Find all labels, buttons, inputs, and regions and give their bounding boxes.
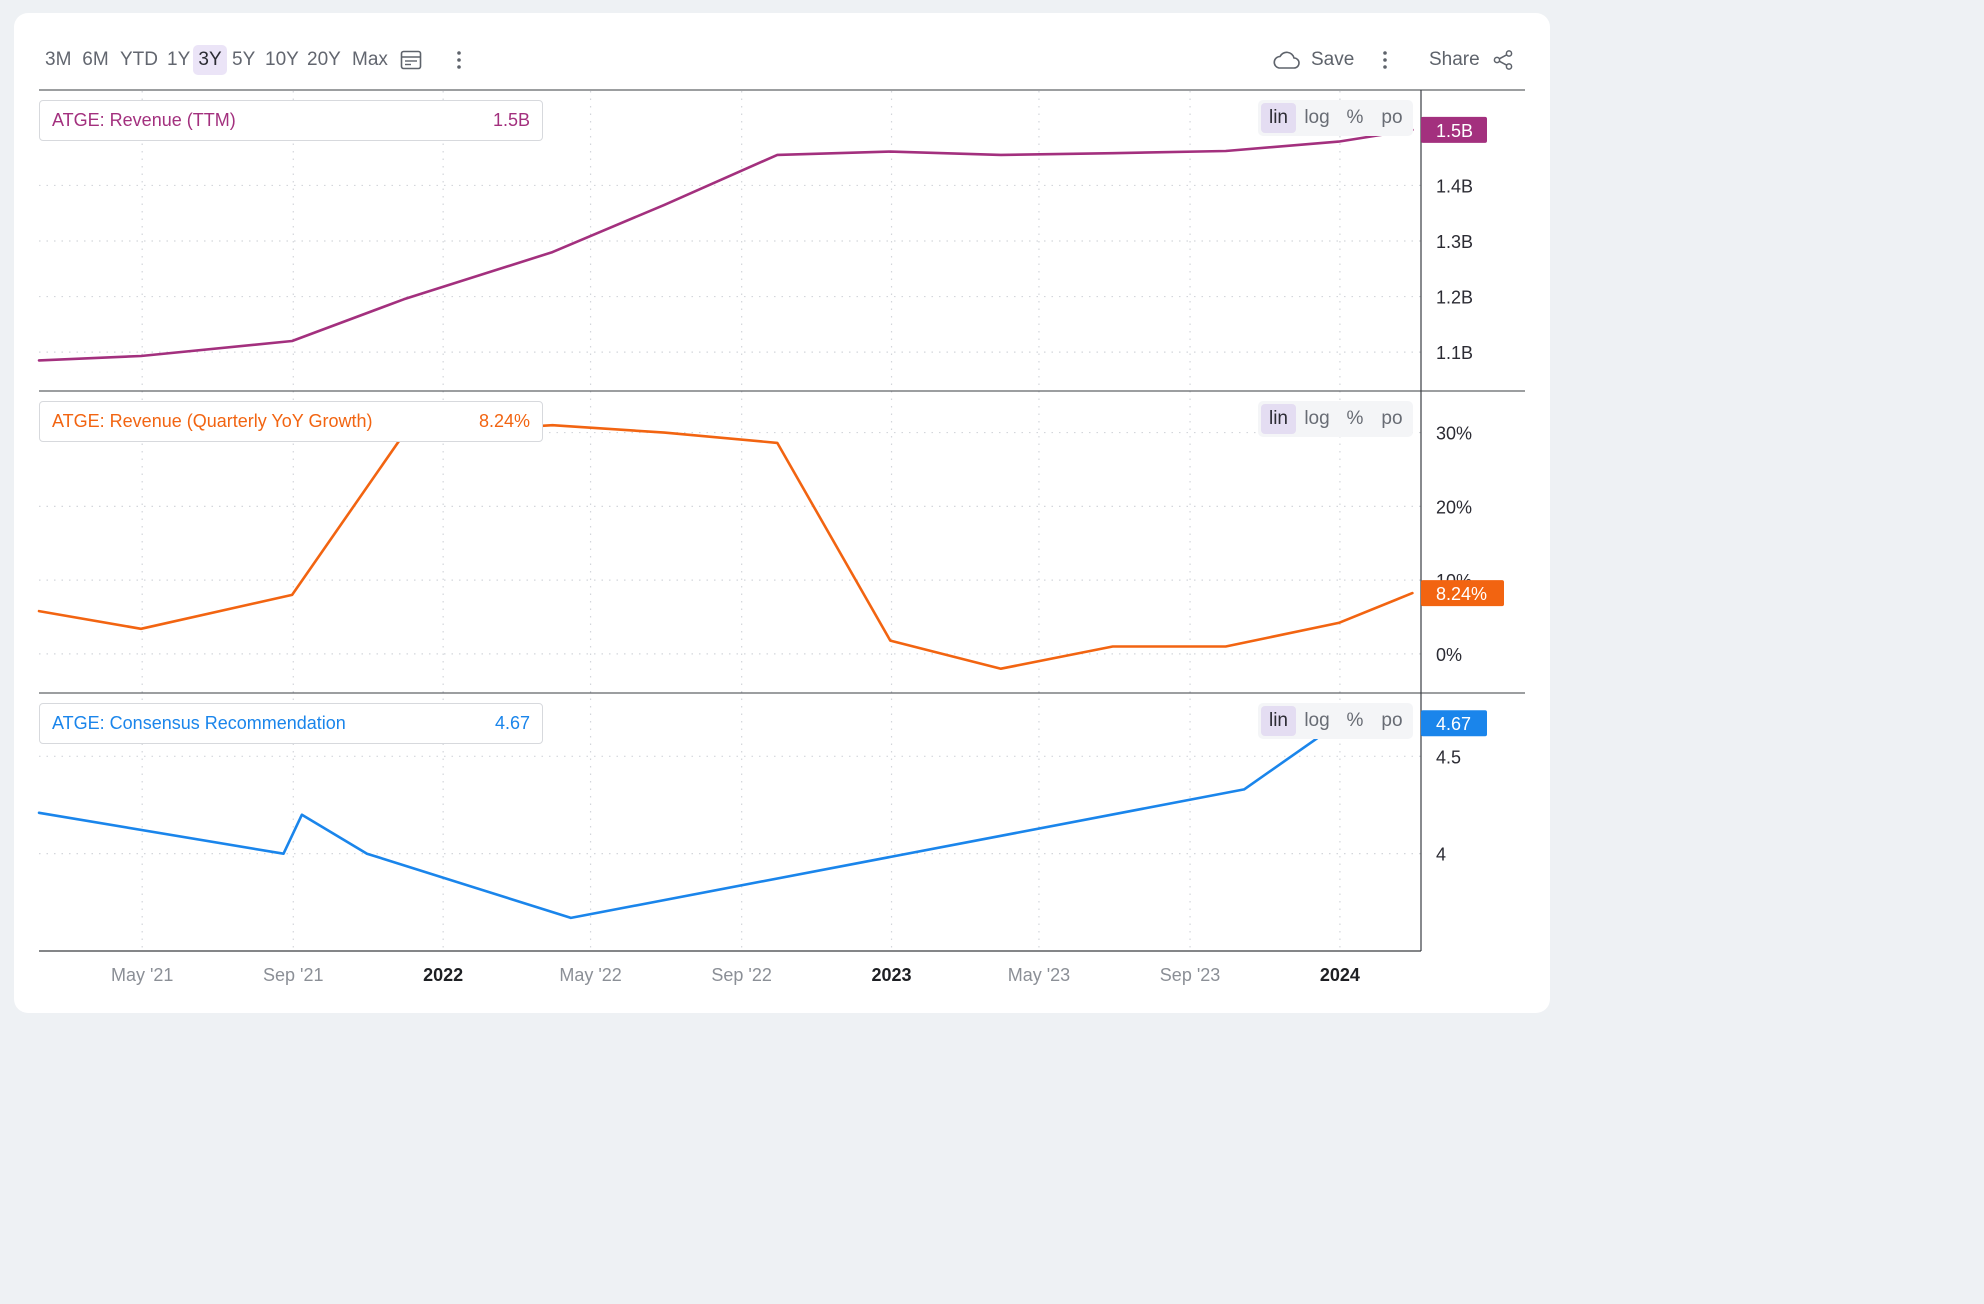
range-20y[interactable]: 20Y xyxy=(307,49,341,70)
calendar-icon[interactable] xyxy=(400,49,422,76)
scale-option-lin[interactable]: lin xyxy=(1261,706,1296,736)
legend-value: 8.24% xyxy=(478,411,530,431)
legend-name: ATGE: Revenue (TTM) xyxy=(52,110,236,130)
series-legend[interactable]: ATGE: Revenue (TTM) 1.5B xyxy=(39,100,543,141)
y-tick-label: 1.2B xyxy=(1436,288,1473,308)
chart-card xyxy=(14,13,1550,1013)
x-tick-label: 2022 xyxy=(423,965,463,985)
scale-toggle-group: lin log% po xyxy=(1258,100,1413,136)
series-line xyxy=(37,423,1414,671)
last-value-badge xyxy=(1421,710,1487,737)
x-tick-label: Sep '21 xyxy=(263,965,324,985)
last-value-badge-text: 4.67 xyxy=(1436,714,1471,734)
y-tick-label: 4.5 xyxy=(1436,747,1461,767)
x-tick-label: 2023 xyxy=(872,965,912,985)
series-legend[interactable]: ATGE: Consensus Recommendation 4.67 xyxy=(39,703,543,744)
legend-value: 4.67 xyxy=(494,713,530,733)
range-1y[interactable]: 1Y xyxy=(167,49,191,70)
chart-area: 1.1B1.2B1.3B1.4B1.5B0%10%20%30%8.24%44.5… xyxy=(37,89,1525,985)
y-tick-label: 1.4B xyxy=(1436,176,1473,196)
scale-toggle-group: lin log% po xyxy=(1258,703,1413,739)
y-tick-label: 30% xyxy=(1436,424,1472,444)
x-tick-label: May '21 xyxy=(111,965,173,985)
scale-toggle-group: lin log% po xyxy=(1258,401,1413,437)
last-value-badge-text: 1.5B xyxy=(1436,121,1473,141)
scale-option-po[interactable]: po xyxy=(1381,710,1403,731)
range-3m[interactable]: 3M xyxy=(45,49,72,70)
y-tick-label: 0% xyxy=(1436,645,1462,665)
scale-option-log[interactable]: log xyxy=(1304,408,1330,429)
series-line xyxy=(37,128,1414,362)
scale-option-po[interactable]: po xyxy=(1381,107,1403,128)
more-vertical-icon[interactable] xyxy=(1380,50,1390,75)
x-tick-label: May '22 xyxy=(559,965,621,985)
range-ytd[interactable]: YTD xyxy=(120,49,158,70)
series-line xyxy=(37,721,1340,920)
range-10y[interactable]: 10Y xyxy=(265,49,299,70)
scale-option-percent[interactable]: % xyxy=(1346,710,1364,731)
scale-option-log[interactable]: log xyxy=(1304,710,1330,731)
scale-option-lin[interactable]: lin xyxy=(1261,404,1296,434)
x-tick-label: Sep '22 xyxy=(711,965,772,985)
save-button[interactable]: Save xyxy=(1311,49,1355,70)
last-value-badge xyxy=(1421,580,1504,607)
y-tick-label: 1.1B xyxy=(1436,343,1473,363)
last-value-badge xyxy=(1421,116,1487,143)
share-icon[interactable] xyxy=(1492,49,1514,76)
range-6m[interactable]: 6M xyxy=(82,49,109,70)
share-button[interactable]: Share xyxy=(1429,49,1480,70)
x-tick-label: May '23 xyxy=(1008,965,1070,985)
cloud-icon[interactable] xyxy=(1272,50,1300,75)
scale-option-log[interactable]: log xyxy=(1304,107,1330,128)
y-tick-label: 4 xyxy=(1436,845,1446,865)
x-tick-label: Sep '23 xyxy=(1160,965,1221,985)
more-vertical-icon[interactable] xyxy=(454,50,464,75)
series-legend[interactable]: ATGE: Revenue (Quarterly YoY Growth) 8.24… xyxy=(39,401,543,442)
range-5y[interactable]: 5Y xyxy=(232,49,256,70)
scale-option-po[interactable]: po xyxy=(1381,408,1403,429)
y-tick-label: 1.3B xyxy=(1436,232,1473,252)
legend-name: ATGE: Revenue (Quarterly YoY Growth) xyxy=(52,411,373,431)
y-tick-label: 20% xyxy=(1436,497,1472,517)
scale-option-percent[interactable]: % xyxy=(1346,107,1364,128)
scale-option-lin[interactable]: lin xyxy=(1261,103,1296,133)
last-value-badge-text: 8.24% xyxy=(1436,584,1487,604)
x-tick-label: 2024 xyxy=(1320,965,1360,985)
legend-value: 1.5B xyxy=(492,110,530,130)
range-max[interactable]: Max xyxy=(352,49,388,70)
toolbar: 3M 6M YTD 1Y 3Y 5Y 10Y 20Y Max Save Share xyxy=(0,0,1568,90)
legend-name: ATGE: Consensus Recommendation xyxy=(52,713,346,733)
range-3y[interactable]: 3Y xyxy=(193,45,227,75)
scale-option-percent[interactable]: % xyxy=(1346,408,1364,429)
